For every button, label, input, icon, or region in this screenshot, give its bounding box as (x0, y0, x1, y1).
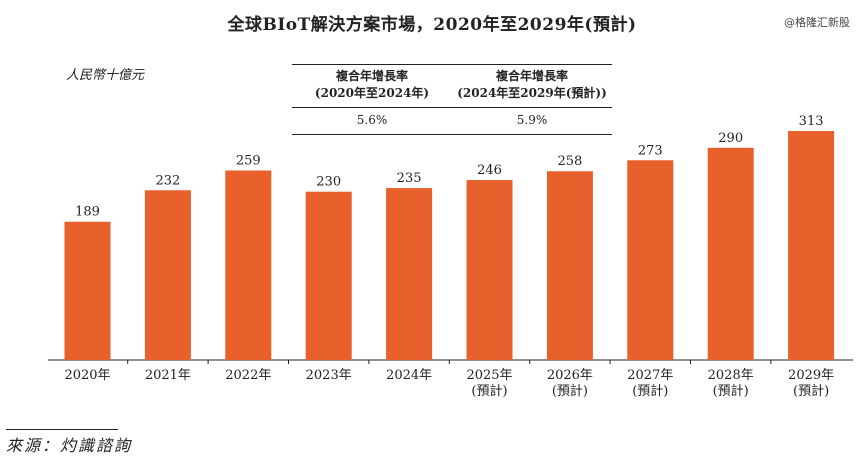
x-tick-label: 2028年 (708, 368, 754, 383)
watermark: @格隆汇新股 (784, 16, 850, 29)
data-label: 290 (718, 131, 743, 146)
data-label: 273 (638, 143, 663, 158)
data-label: 246 (477, 163, 502, 178)
x-tick-label: 2023年 (306, 368, 352, 383)
data-label: 189 (75, 205, 100, 220)
bar (546, 171, 593, 360)
cagr-value-1: 5.6% (356, 113, 388, 127)
x-tick-label: 2022年 (225, 368, 271, 383)
y-unit-label: 人民幣十億元 (66, 68, 145, 83)
bar (225, 170, 272, 360)
x-tick-label: (預計) (713, 383, 749, 399)
bar (64, 221, 111, 360)
source-divider (6, 429, 118, 430)
cagr-table: 複合年增長率 (2020年至2024年) 複合年增長率 (2024年至2029年… (292, 64, 612, 135)
data-label: 232 (155, 173, 180, 188)
bar (707, 147, 754, 360)
x-tick-label: (預計) (793, 383, 829, 399)
bar (305, 191, 352, 360)
data-label: 313 (799, 114, 824, 129)
x-tick-label: 2021年 (145, 368, 191, 383)
x-tick-label: 2029年 (788, 368, 834, 383)
x-tick-label: (預計) (552, 383, 588, 399)
chart-title: 全球BIoT解決方案市場，2020年至2029年(預計) (227, 15, 637, 35)
data-label: 235 (397, 171, 422, 186)
x-tick-label: (預計) (632, 383, 668, 399)
data-label: 258 (557, 154, 582, 169)
cagr-header-1: 複合年增長率 (2020年至2024年) (314, 69, 430, 100)
x-tick-label: 2027年 (627, 368, 673, 383)
data-label: 230 (316, 175, 341, 190)
cagr-value-2: 5.9% (516, 113, 548, 127)
cagr-header-row: 複合年增長率 (2020年至2024年) 複合年增長率 (2024年至2029年… (292, 65, 612, 108)
cagr-header-2: 複合年增長率 (2024年至2029年(預計)) (457, 69, 607, 100)
cagr-value-row: 5.6% 5.9% (292, 108, 612, 134)
x-tick-label: 2020年 (64, 368, 110, 383)
x-tick-label: 2025年 (466, 368, 512, 383)
source-note: 來源：灼識諮詢 (6, 436, 133, 455)
x-tick-label: 2026年 (547, 368, 593, 383)
bar (144, 190, 191, 360)
x-tick-label: (預計) (471, 383, 507, 399)
bar (386, 188, 433, 360)
bar-chart: 189 2020年 232 2021年 259 2022年 230 2023年 235 2024年… (48, 114, 853, 399)
bar (466, 180, 513, 360)
bar (627, 160, 674, 360)
bar (788, 131, 835, 360)
data-label: 259 (236, 154, 261, 169)
x-tick-label: 2024年 (386, 368, 432, 383)
